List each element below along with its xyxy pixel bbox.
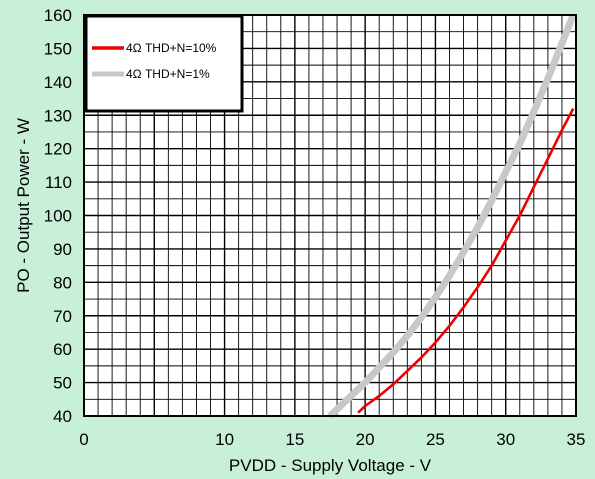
x-axis-label: PVDD - Supply Voltage - V [229, 456, 432, 475]
y-tick-label: 80 [53, 273, 72, 292]
x-tick-label: 20 [356, 430, 375, 449]
plot-frame [83, 14, 577, 417]
legend: 4Ω THD+N=10% 4Ω THD+N=1% [84, 14, 244, 113]
legend-box [84, 14, 244, 113]
y-tick-label: 110 [45, 173, 72, 192]
x-tick-label: 0 [79, 430, 88, 449]
x-tick-labels: 0 10 15 20 25 30 35 [79, 430, 585, 449]
series-line-2 [327, 13, 577, 419]
x-tick-label: 10 [215, 430, 234, 449]
y-tick-label: 60 [53, 340, 72, 359]
y-tick-label: 130 [44, 106, 72, 125]
series-line-1 [357, 107, 575, 414]
y-tick-labels: 40 50 60 70 80 90 100 110 120 130 140 150 160 [44, 6, 72, 426]
y-axis-label: PO - Output Power - W [14, 118, 33, 293]
y-tick-label: 70 [53, 307, 72, 326]
x-tick-label: 35 [567, 430, 586, 449]
x-tick-label: 30 [496, 430, 515, 449]
y-tick-label: 100 [44, 207, 72, 226]
y-tick-label: 140 [44, 73, 72, 92]
y-tick-label: 90 [53, 240, 72, 259]
y-tick-label: 150 [44, 39, 72, 58]
legend-label-2: 4Ω THD+N=1% [126, 67, 210, 81]
y-tick-label: 120 [44, 140, 72, 159]
y-tick-label: 40 [53, 407, 72, 426]
y-tick-label: 50 [53, 374, 72, 393]
x-tick-label: 25 [426, 430, 445, 449]
legend-label-1: 4Ω THD+N=10% [126, 41, 217, 55]
y-tick-label: 160 [44, 6, 72, 25]
series-layer [327, 13, 577, 419]
x-tick-label: 15 [285, 430, 304, 449]
major-grid [84, 15, 576, 416]
